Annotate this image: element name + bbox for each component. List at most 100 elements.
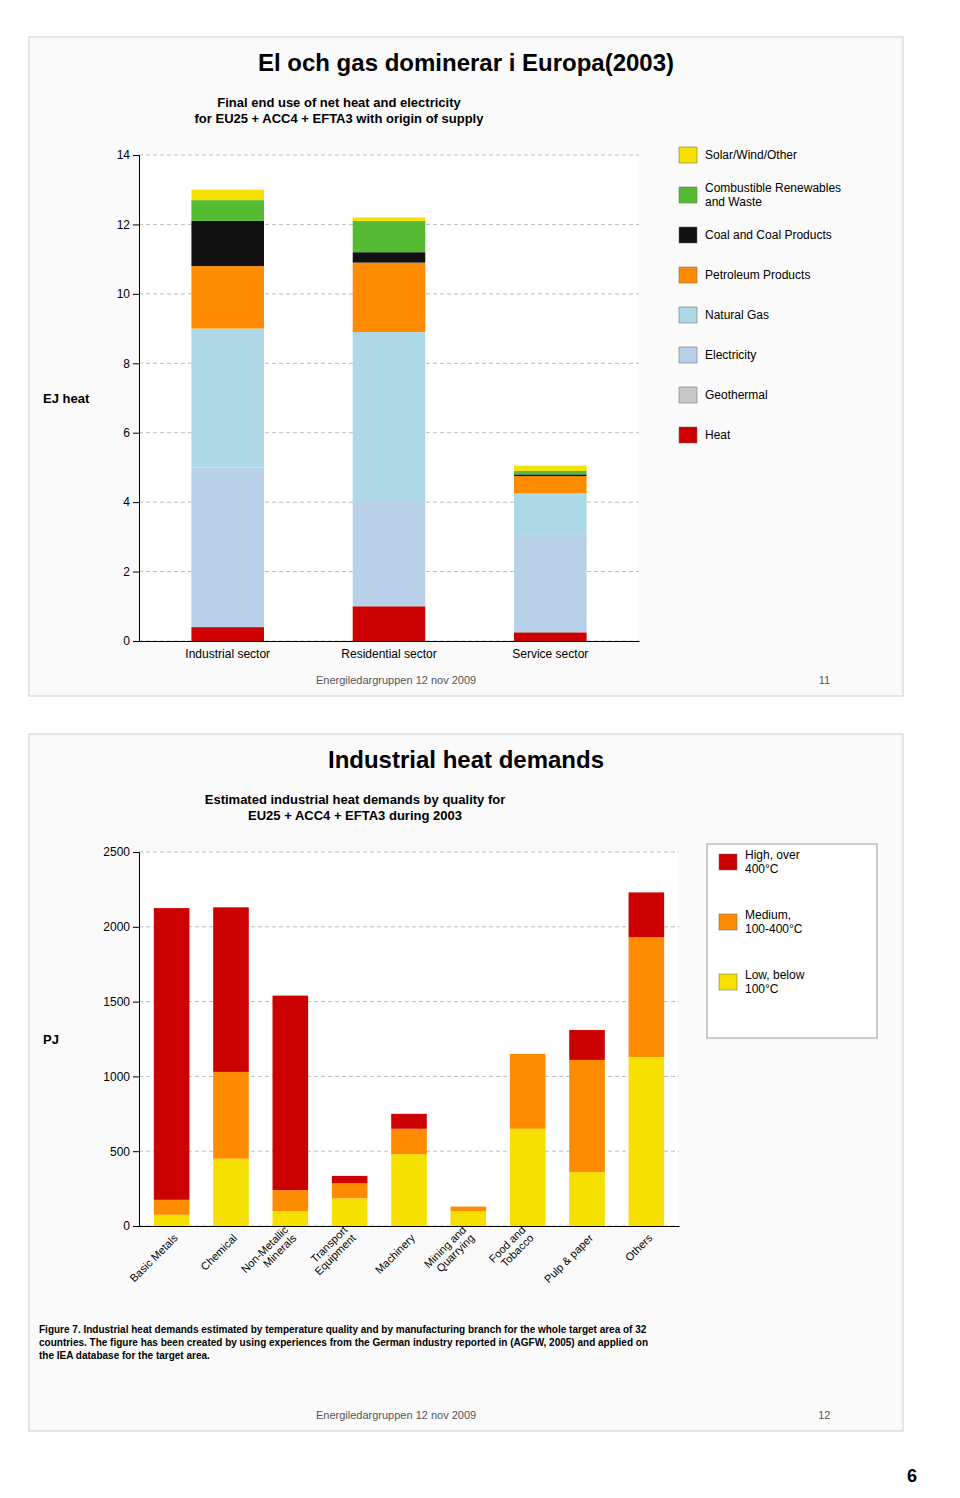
footer-text: Energiledargruppen 12 nov 2009 — [316, 1409, 476, 1421]
text-line: Natural Gas — [705, 308, 769, 322]
bar — [451, 1211, 487, 1226]
bar — [514, 476, 587, 493]
text-line: Machinery — [373, 1231, 418, 1276]
tick: Industrial sector — [185, 641, 270, 661]
bar — [353, 502, 426, 606]
axis-line — [140, 1226, 680, 1227]
y-axis: 05001000150020002500 — [103, 845, 139, 1233]
text-line: Quarrying — [434, 1232, 477, 1275]
tick: Pulp & paper — [542, 1226, 596, 1285]
bar — [213, 907, 249, 1072]
figure-caption: Figure 7. Industrial heat demands estima… — [39, 1324, 648, 1361]
tick: 2 — [123, 565, 139, 579]
bar — [353, 332, 426, 502]
text-line: Combustible Renewables — [705, 181, 841, 195]
legend-label: Combustible Renewablesand Waste — [705, 181, 841, 209]
tick-label: Residential sector — [341, 647, 436, 661]
plot-area — [139, 155, 639, 641]
bar — [514, 474, 587, 476]
y-axis-title: PJ — [43, 1032, 59, 1047]
tick: TransportEquipment — [304, 1223, 358, 1277]
tick-label: Mining andQuarrying — [422, 1223, 477, 1278]
bar — [514, 535, 587, 632]
text-line: Geothermal — [705, 388, 768, 402]
legend-label: High, over400°C — [745, 848, 800, 876]
bar — [154, 908, 190, 1200]
tick-label: Others — [623, 1231, 655, 1263]
bar — [510, 1053, 546, 1054]
bar — [629, 892, 665, 937]
bar — [569, 1172, 605, 1226]
text-line: EU25 + ACC4 + EFTA3 during 2003 — [248, 808, 462, 823]
tick: Food andTobacco — [486, 1223, 536, 1273]
tick-label: 2 — [123, 565, 130, 579]
tick-label: Basic Metals — [127, 1231, 180, 1284]
bar — [391, 1114, 427, 1129]
tick-label: 0 — [123, 1219, 130, 1233]
text-line: Electricity — [705, 348, 756, 362]
bar — [391, 1154, 427, 1226]
bar — [514, 632, 587, 641]
tick: 0 — [123, 1219, 139, 1233]
legend-label: Heat — [705, 428, 731, 442]
series — [154, 892, 664, 1199]
text-line: for EU25 + ACC4 + EFTA3 with origin of s… — [195, 111, 485, 126]
tick: Chemical — [198, 1226, 239, 1273]
slide: Industrial heat demandsEstimated industr… — [29, 734, 917, 1486]
bar — [273, 996, 309, 1190]
tick-mark — [133, 224, 139, 225]
text-line: Service sector — [512, 647, 588, 661]
chart-title: Estimated industrial heat demands by qua… — [205, 792, 506, 823]
slide-title: El och gas dominerar i Europa(2003) — [258, 49, 674, 76]
tick: Others — [623, 1226, 655, 1263]
legend-label: Solar/Wind/Other — [705, 148, 797, 162]
text-line: Final end use of net heat and electricit… — [217, 95, 461, 110]
legend-label: Geothermal — [705, 388, 768, 402]
bar — [353, 263, 426, 332]
text-line: Industrial sector — [185, 647, 270, 661]
legend-swatch — [719, 914, 737, 930]
tick-label: 2500 — [103, 845, 130, 859]
plot-area — [139, 852, 679, 1226]
tick: 500 — [110, 1145, 139, 1159]
tick: Residential sector — [341, 641, 436, 661]
bar — [154, 1200, 190, 1215]
series — [191, 263, 586, 494]
tick-label: Pulp & paper — [542, 1231, 596, 1285]
tick: Service sector — [512, 641, 588, 661]
bar — [213, 1072, 249, 1159]
series — [191, 329, 586, 536]
text-line: Estimated industrial heat demands by qua… — [205, 792, 506, 807]
footer-text: Energiledargruppen 12 nov 2009 — [316, 674, 476, 686]
text-line: Low, below — [745, 968, 805, 982]
bar — [451, 1206, 487, 1207]
legend-label: Low, below100°C — [745, 968, 805, 996]
legend-label: Electricity — [705, 348, 756, 362]
legend-swatch — [679, 147, 697, 163]
tick-label: 2000 — [103, 920, 130, 934]
bar — [191, 190, 264, 200]
text-line: 400°C — [745, 862, 779, 876]
tick-mark — [133, 1002, 139, 1003]
tick-mark — [133, 502, 139, 503]
y-axis-title: EJ heat — [43, 391, 90, 406]
tick: Mining andQuarrying — [422, 1223, 477, 1278]
text-line: Medium, — [745, 908, 791, 922]
grid — [139, 155, 639, 641]
tick: 12 — [117, 218, 139, 232]
bar — [332, 1176, 368, 1183]
legend-swatch — [679, 347, 697, 363]
legend-swatch — [679, 267, 697, 283]
tick-label: Service sector — [512, 647, 588, 661]
bar — [451, 1207, 487, 1211]
tick: Basic Metals — [127, 1226, 180, 1284]
bar — [154, 1215, 190, 1226]
bar — [391, 1129, 427, 1154]
series — [191, 221, 586, 476]
bar — [514, 471, 587, 474]
page-number: 6 — [907, 1466, 917, 1486]
legend-swatch — [679, 187, 697, 203]
bar — [353, 252, 426, 262]
legend-label: Medium,100-400°C — [745, 908, 803, 936]
slide-panel — [29, 734, 903, 1431]
